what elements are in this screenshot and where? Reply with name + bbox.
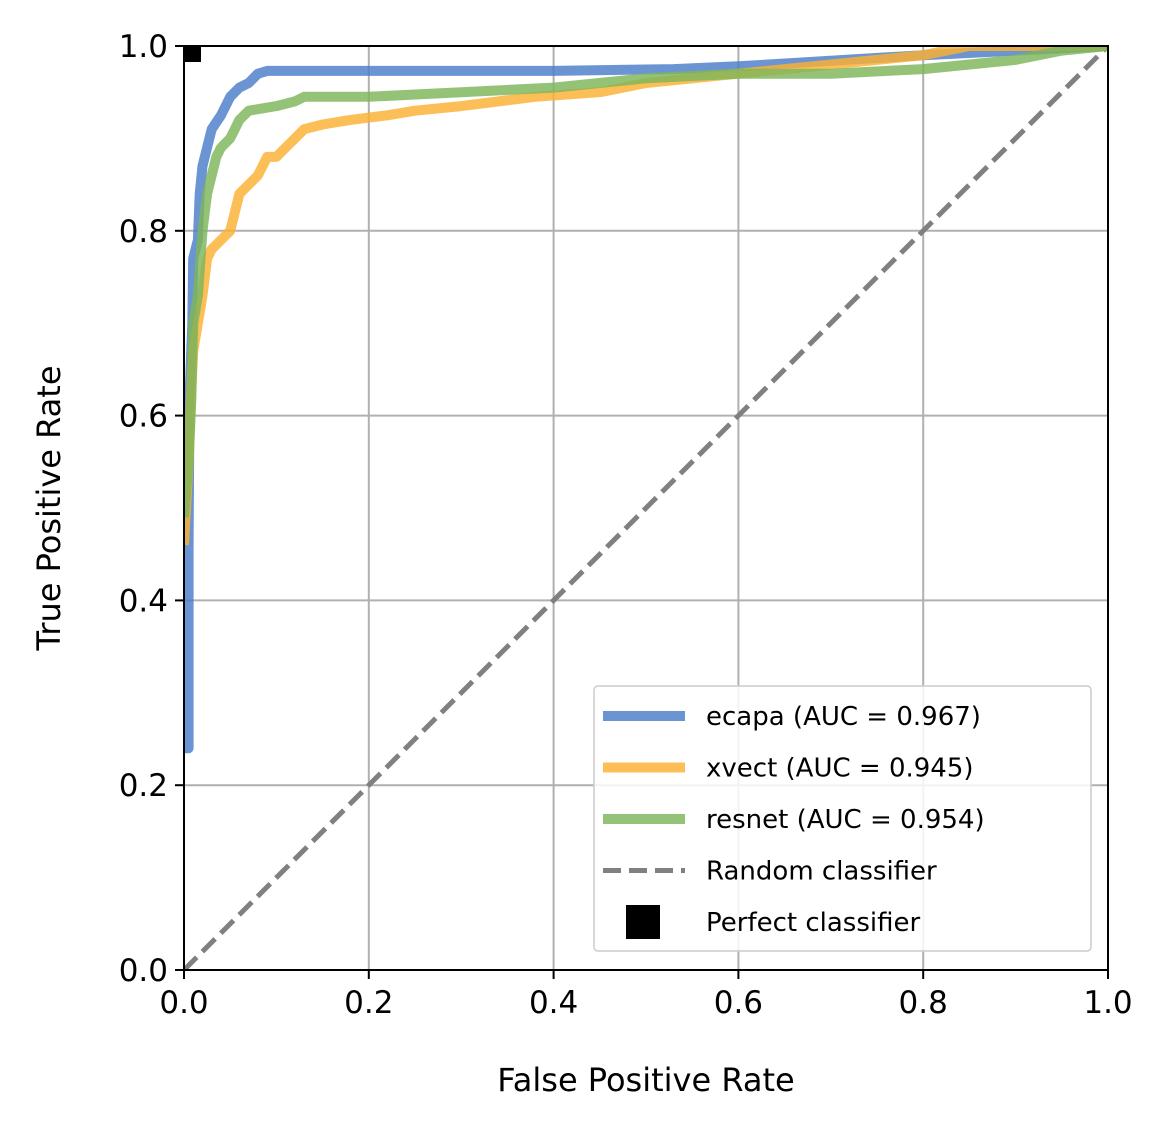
legend-swatch-perfect-classifier (626, 905, 660, 939)
roc-series-group (184, 46, 1108, 754)
random-classifier-line (184, 46, 1108, 970)
grid-lines (183, 45, 1109, 971)
x-axis-label: False Positive Rate (497, 1061, 794, 1099)
legend-label-perfect-classifier: Perfect classifier (706, 908, 920, 938)
legend-box (593, 685, 1092, 952)
plot-frame (183, 45, 1109, 971)
y-tick-label: 0.8 (119, 214, 168, 250)
x-tick-label: 0.2 (344, 985, 393, 1021)
legend-label-resnet: resnet (AUC = 0.954) (706, 805, 985, 835)
axis-ticks: 0.0 0.2 0.4 0.6 0.8 1.0 0.0 0.2 0.4 0.6 0.8 1.0 (119, 29, 1133, 1021)
y-axis-label: True Positive Rate (30, 365, 68, 651)
x-tick-label: 0.4 (529, 985, 578, 1021)
legend-label-xvect: xvect (AUC = 0.945) (706, 754, 974, 784)
legend-label-ecapa: ecapa (AUC = 0.967) (706, 702, 981, 732)
perfect-classifier-marker-group (185, 46, 201, 62)
resnet-roc-line (184, 46, 1108, 518)
legend: ecapa (AUC = 0.967) xvect (AUC = 0.945) re… (593, 685, 1092, 952)
x-tick-label: 0.6 (714, 985, 763, 1021)
x-tick-label: 1.0 (1083, 985, 1132, 1021)
y-tick-label: 0.0 (119, 953, 168, 989)
x-tick-label: 0.8 (899, 985, 948, 1021)
y-tick-label: 0.4 (119, 583, 168, 619)
random-classifier-line-group (184, 46, 1108, 970)
perfect-classifier-marker (185, 46, 201, 62)
y-tick-label: 0.2 (119, 768, 168, 804)
x-tick-label: 0.0 (159, 985, 208, 1021)
y-tick-label: 0.6 (119, 399, 168, 435)
y-tick-label: 1.0 (119, 29, 168, 65)
legend-label-random-classifier: Random classifier (706, 857, 937, 887)
